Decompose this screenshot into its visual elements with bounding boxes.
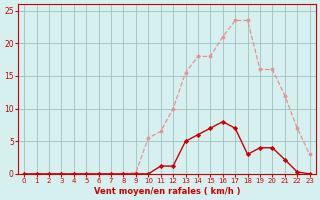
X-axis label: Vent moyen/en rafales ( km/h ): Vent moyen/en rafales ( km/h ): [94, 187, 240, 196]
